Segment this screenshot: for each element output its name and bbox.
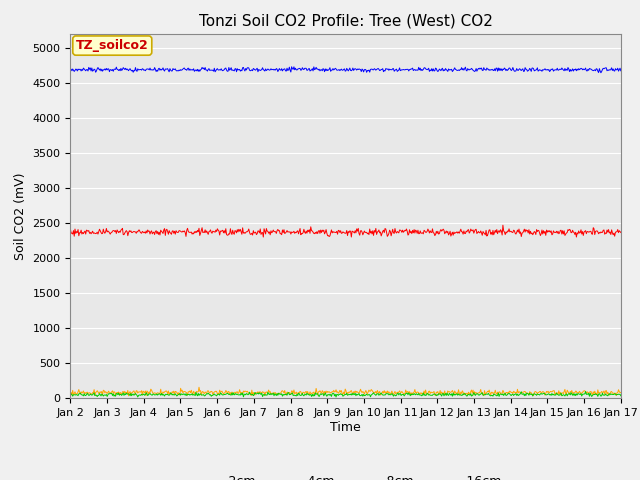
Title: Tonzi Soil CO2 Profile: Tree (West) CO2: Tonzi Soil CO2 Profile: Tree (West) CO2: [198, 13, 493, 28]
Y-axis label: Soil CO2 (mV): Soil CO2 (mV): [14, 172, 27, 260]
Legend: -2cm, -4cm, -8cm, -16cm: -2cm, -4cm, -8cm, -16cm: [185, 470, 506, 480]
X-axis label: Time: Time: [330, 421, 361, 434]
Text: TZ_soilco2: TZ_soilco2: [76, 39, 148, 52]
